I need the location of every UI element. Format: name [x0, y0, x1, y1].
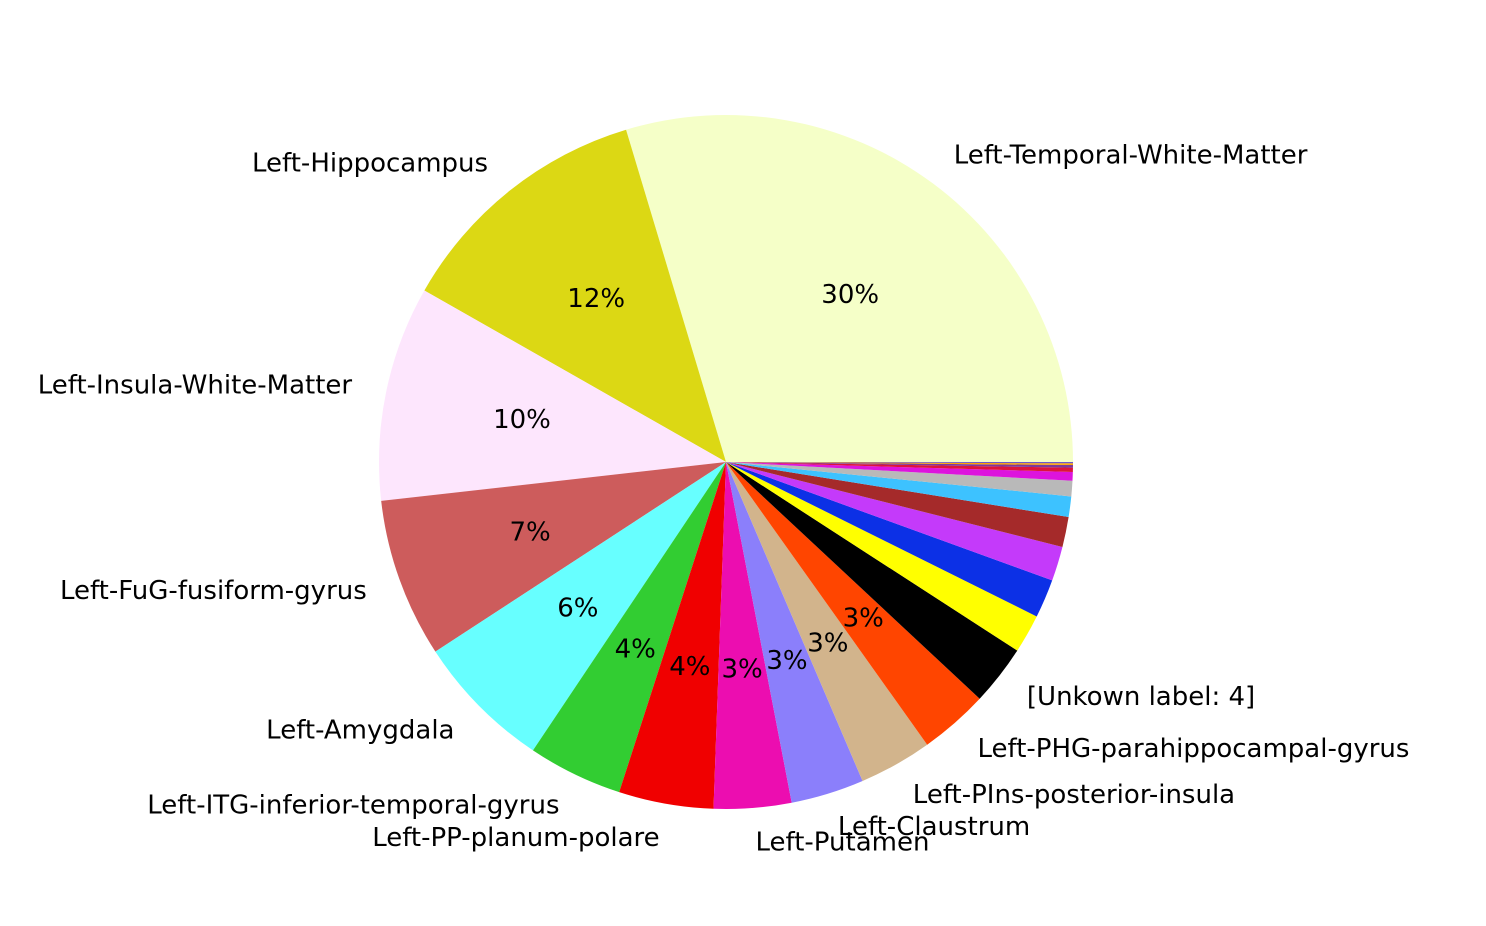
pie-slice-unlabeled-13 [726, 462, 1053, 617]
pie-slice-unkown-label-4 [726, 462, 1018, 699]
pie-slice-left-fug-fusiform-gyrus [381, 462, 726, 652]
percent-labels: 30%12%10%7%6%4%4% 3% 3%3%3% [493, 280, 884, 685]
category-labels: Left-Temporal-White-Matter Left-Hippocamp… [38, 141, 1410, 858]
percent-label: 3% [721, 655, 762, 685]
pie-slice-left-putamen [713, 462, 792, 809]
pie-slice-unlabeled-20 [726, 462, 1073, 468]
percent-label: 10% [493, 405, 551, 435]
pie-slices [379, 115, 1074, 809]
pie-slice-left-claustrum [726, 462, 863, 803]
pie-slice-unlabeled-12 [726, 462, 1037, 651]
pie-slice-left-phg-parahippocampal-gyrus [726, 462, 980, 745]
pie-slice-unlabeled-16 [726, 462, 1072, 518]
pie-slice-left-hippocampus [424, 129, 726, 462]
pie-slice-left-insula-white-matter [379, 290, 726, 501]
slice-label-left-putamen: Left-Putamen [756, 828, 930, 858]
slice-label-left-amygdala: Left-Amygdala [266, 715, 454, 745]
pie-slice-unlabeled-21 [726, 462, 1073, 466]
slice-label-unkown-label-4: [Unkown label: 4] [1027, 682, 1255, 712]
pie-slice-left-pp-planum-polare [619, 462, 726, 809]
percent-label: 7% [509, 518, 550, 548]
percent-label: 4% [615, 634, 656, 664]
pie-slice-unlabeled-14 [726, 462, 1063, 581]
slice-label-left-temporal-white-matter: Left-Temporal-White-Matter [954, 141, 1308, 171]
pie-slice-left-temporal-white-matter [626, 115, 1073, 462]
percent-label: 12% [567, 284, 625, 314]
percent-label: 3% [766, 646, 807, 676]
slice-label-left-hippocampus: Left-Hippocampus [252, 149, 488, 179]
pie-slice-left-amygdala [435, 462, 726, 751]
pie-slice-unlabeled-22 [726, 462, 1074, 464]
percent-label: 3% [807, 629, 848, 659]
percent-label: 6% [557, 593, 598, 623]
pie-slice-unlabeled-18 [726, 462, 1073, 481]
percent-label: 4% [669, 652, 710, 682]
percent-label: 3% [843, 604, 884, 634]
pie-slice-unlabeled-19 [726, 462, 1073, 473]
pie-slice-unlabeled-17 [726, 462, 1073, 497]
slice-label-left-insula-white-matter: Left-Insula-White-Matter [38, 370, 353, 400]
slice-label-left-phg-parahippocampal-gyrus: Left-PHG-parahippocampal-gyrus [978, 734, 1410, 764]
slice-label-left-pp-planum-polare: Left-PP-planum-polare [372, 823, 659, 853]
slice-label-left-itg-inferior-temporal-gyrus: Left-ITG-inferior-temporal-gyrus [147, 791, 559, 821]
percent-label: 30% [821, 280, 879, 310]
slice-label-left-pins-posterior-insula: Left-PIns-posterior-insula [913, 780, 1235, 810]
pie-slice-left-itg-inferior-temporal-gyrus [532, 462, 726, 793]
slice-label-left-fug-fusiform-gyrus: Left-FuG-fusiform-gyrus [60, 576, 367, 606]
pie-slice-left-pins-posterior-insula [726, 462, 928, 781]
pie-slice-unlabeled-15 [726, 462, 1069, 547]
slice-label-left-claustrum: Left-Claustrum [838, 812, 1030, 842]
